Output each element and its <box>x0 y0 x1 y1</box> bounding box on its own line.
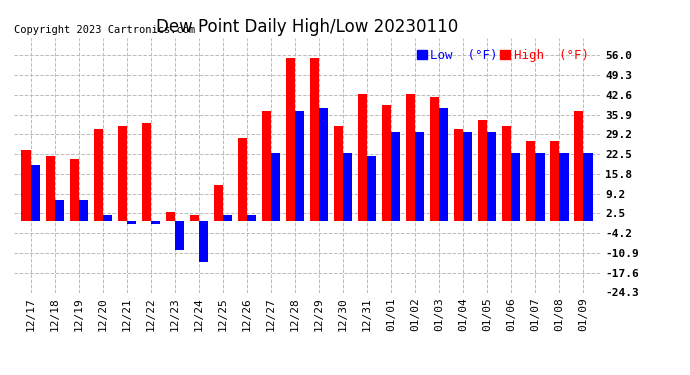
Bar <box>94 129 103 221</box>
Bar <box>430 97 440 221</box>
Bar <box>406 94 415 221</box>
Bar <box>343 153 352 221</box>
Bar <box>103 215 112 221</box>
Bar <box>166 212 175 221</box>
Bar <box>190 215 199 221</box>
Bar <box>382 105 391 221</box>
Bar <box>286 58 295 221</box>
Bar <box>151 221 160 224</box>
Bar <box>334 126 343 221</box>
Bar <box>367 156 376 221</box>
Bar <box>391 132 400 221</box>
Bar <box>511 153 520 221</box>
Bar <box>117 126 127 221</box>
Bar <box>141 123 151 221</box>
Bar <box>70 159 79 221</box>
Bar <box>310 58 319 221</box>
Bar <box>584 153 593 221</box>
Bar <box>440 108 449 221</box>
Bar <box>526 141 535 221</box>
Bar <box>247 215 256 221</box>
Bar <box>502 126 511 221</box>
Bar <box>175 221 184 250</box>
Legend: Low  (°F), High  (°F): Low (°F), High (°F) <box>411 44 594 67</box>
Bar <box>271 153 280 221</box>
Bar <box>46 156 55 221</box>
Bar <box>223 215 232 221</box>
Bar <box>55 200 63 221</box>
Bar <box>463 132 473 221</box>
Bar <box>487 132 497 221</box>
Bar <box>238 138 247 221</box>
Bar <box>454 129 463 221</box>
Bar <box>262 111 271 221</box>
Bar <box>478 120 487 221</box>
Bar <box>21 150 30 221</box>
Bar <box>295 111 304 221</box>
Bar <box>30 165 40 221</box>
Bar <box>79 200 88 221</box>
Bar <box>199 221 208 262</box>
Bar <box>214 185 223 221</box>
Bar <box>560 153 569 221</box>
Bar <box>415 132 424 221</box>
Text: Copyright 2023 Cartronics.com: Copyright 2023 Cartronics.com <box>14 25 195 35</box>
Title: Dew Point Daily High/Low 20230110: Dew Point Daily High/Low 20230110 <box>156 18 458 36</box>
Bar <box>358 94 367 221</box>
Bar <box>127 221 136 224</box>
Bar <box>535 153 544 221</box>
Bar <box>574 111 584 221</box>
Bar <box>551 141 560 221</box>
Bar <box>319 108 328 221</box>
